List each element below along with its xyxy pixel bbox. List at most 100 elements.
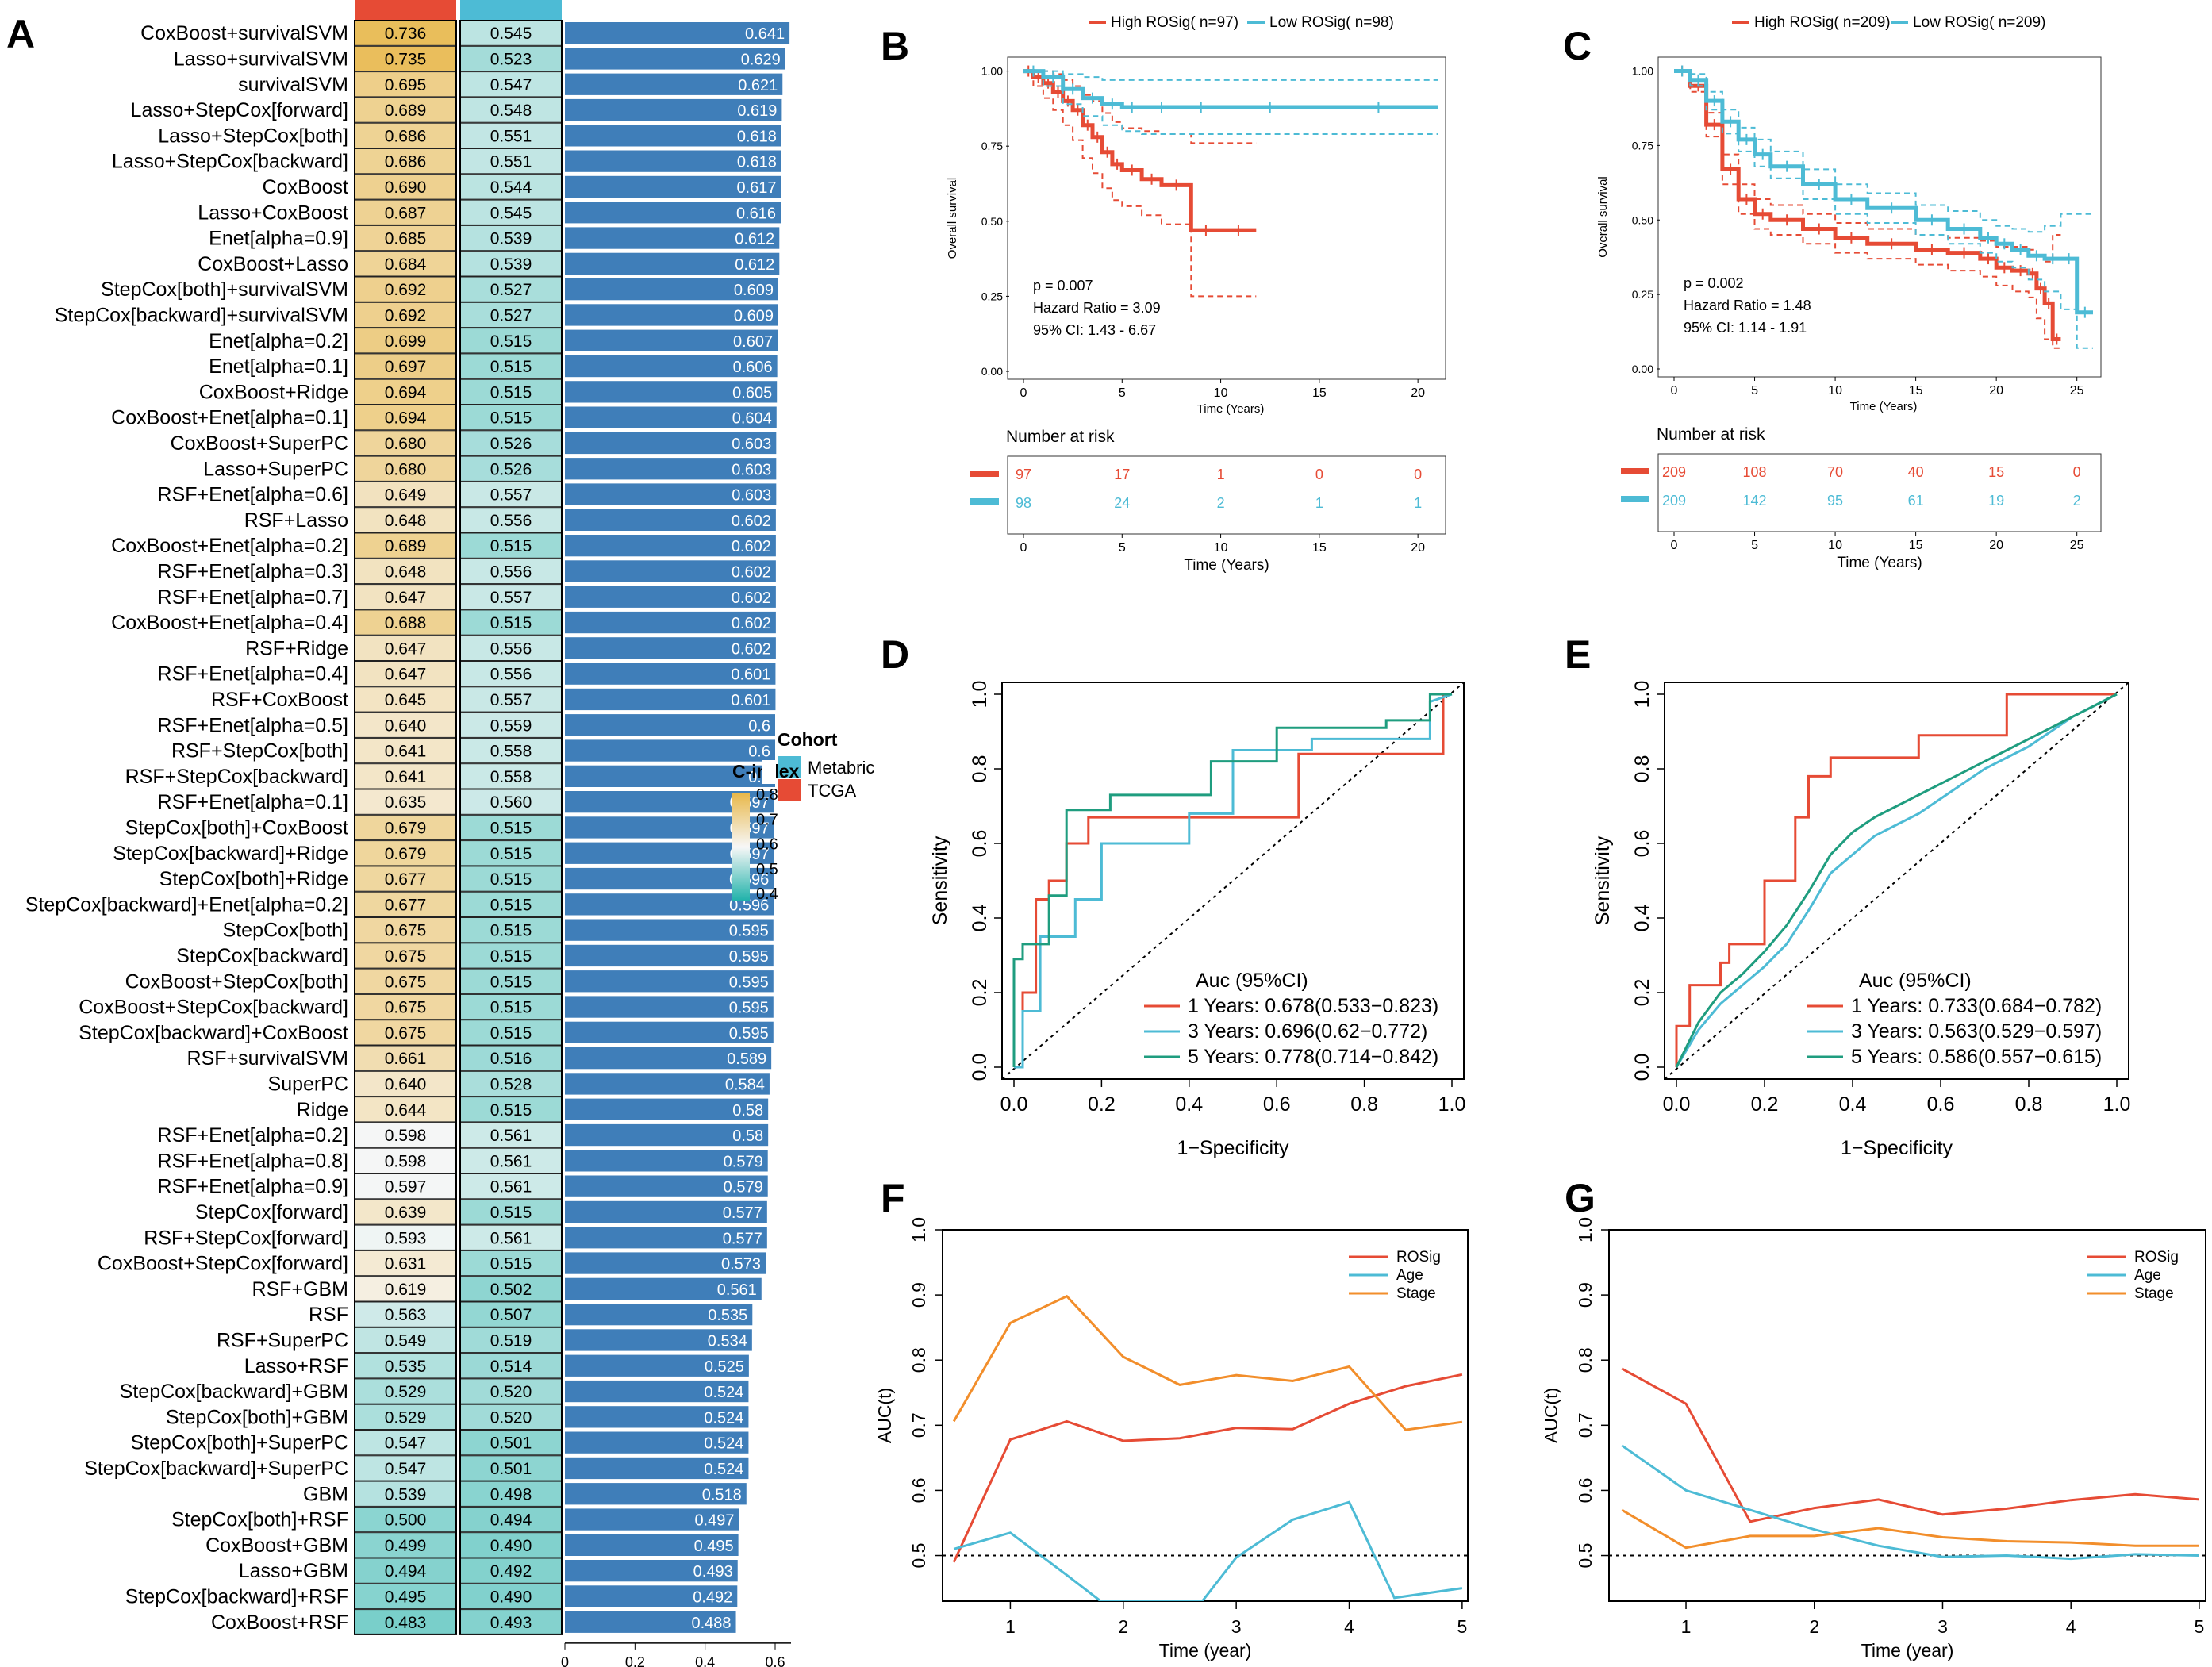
model-label: StepCox[backward]+Enet[alpha=0.2] [25,893,348,916]
mean-bar [565,1252,766,1274]
model-label: RSF+Enet[alpha=0.5] [158,714,348,736]
heatmap-cell-tcga [354,993,457,1020]
mean-bar-value: 0.488 [691,1615,731,1632]
heatmap-cell-tcga [354,763,457,789]
cell-value-tcga: 0.645 [385,691,427,709]
mean-bar-value: 0.604 [732,410,772,428]
heatmap-cell-metabric [459,891,563,917]
heatmap-cell-tcga [354,1583,457,1610]
cell-value-tcga: 0.648 [385,563,427,581]
heatmap-cell-metabric [459,943,563,969]
km-plot-frame [1657,56,2102,378]
model-label: StepCox[backward]+RSF [125,1585,348,1607]
cell-value-metabric: 0.558 [490,768,532,786]
heatmap-cell-tcga [354,353,457,379]
x-tick-label: 3 [1231,1616,1242,1637]
mean-bar [565,509,776,531]
cell-value-tcga: 0.675 [385,1024,427,1043]
mean-bar [565,406,777,428]
cell-value-metabric: 0.515 [490,973,532,991]
mean-bar-value: 0.589 [727,1051,766,1068]
cell-value-metabric: 0.515 [490,947,532,966]
cell-value-metabric: 0.516 [490,1050,532,1068]
heatmap-cell-tcga [354,943,457,969]
cell-value-metabric: 0.515 [490,845,532,863]
cell-value-tcga: 0.649 [385,486,427,505]
cell-value-metabric: 0.515 [490,922,532,940]
y-axis-label: Overall survival [1596,176,1610,258]
y-tick-label: 1.00 [981,65,1003,78]
model-label: CoxBoost+Enet[alpha=0.4] [111,612,348,634]
mean-bar-value: 0.603 [732,487,771,505]
cell-value-metabric: 0.526 [490,460,532,478]
cell-value-tcga: 0.598 [385,1152,427,1170]
risk-count-low: 209 [1662,493,1686,509]
mean-bar-value: 0.618 [737,154,777,171]
mean-bar-value: 0.58 [732,1127,763,1145]
heatmap-cell-tcga [354,558,457,585]
model-label: CoxBoost+Ridge [199,381,348,403]
cell-value-tcga: 0.598 [385,1127,427,1145]
mean-bar [565,637,776,659]
legend-label-low: Low ROSig( n=98) [1269,14,1394,31]
heatmap-cell-tcga [354,71,457,98]
mean-bar [565,432,777,455]
model-label: RSF+Enet[alpha=0.4] [158,663,348,686]
mean-bar-value: 0.605 [732,384,772,401]
mean-bar-value: 0.535 [708,1307,747,1324]
y-axis-label: AUC(t) [874,1388,895,1443]
y-tick-label: 0.6 [969,830,991,858]
heatmap-cell-metabric [459,1327,563,1354]
heatmap-cell-metabric [459,1558,563,1584]
model-label: SuperPC [268,1073,348,1095]
model-label: Lasso+StepCox[both] [158,125,348,147]
panel-label-f: F [881,1176,905,1220]
heatmap-cell-tcga [354,1250,457,1277]
auc-legend-label: Stage [1396,1285,1436,1302]
model-label: StepCox[both]+SuperPC [131,1432,348,1454]
y-tick-label: 0.2 [1631,979,1653,1007]
auc-legend-label: Age [1396,1267,1423,1284]
cell-value-tcga: 0.677 [385,870,427,889]
model-label: RSF+StepCox[both] [171,740,348,762]
risk-count-low: 1 [1414,495,1422,511]
risk-swatch-high [970,471,999,477]
y-tick-label: 1.0 [969,681,991,709]
model-label: Lasso+SuperPC [203,458,348,480]
bar-axis-tick-label: 0 [561,1654,569,1667]
risk-count-low: 142 [1743,493,1767,509]
cell-value-metabric: 0.515 [490,1204,532,1222]
roc-curve-3-years [1014,693,1453,1069]
mean-bar-value: 0.518 [702,1486,742,1504]
mean-bar-value: 0.579 [724,1179,763,1196]
heatmap-cell-tcga [354,584,457,610]
x-tick-label: 0.0 [1663,1093,1691,1116]
risk-x-tick-label: 0 [1020,541,1027,555]
cell-value-tcga: 0.631 [385,1255,427,1273]
heatmap-cell-metabric [459,635,563,662]
cell-value-metabric: 0.515 [490,358,532,376]
mean-bar [565,1277,762,1300]
x-tick-label: 5 [1457,1616,1467,1637]
auc-line-age [953,1500,1463,1601]
model-label: Lasso+survivalSVM [174,48,348,70]
model-label: StepCox[both]+RSF [171,1509,348,1531]
panel-c: C High ROSig( n=209) Low ROSig( n=209) 0.00… [1563,14,2102,571]
x-tick-label: 1.0 [2103,1093,2131,1116]
cell-value-metabric: 0.561 [490,1178,532,1196]
model-label: StepCox[backward]+survivalSVM [55,304,348,326]
model-label: StepCox[both]+CoxBoost [125,816,348,839]
heatmap-cell-metabric [459,1378,563,1404]
heatmap-cell-metabric [459,1147,563,1173]
mean-bar-value: 0.6 [748,743,770,761]
model-label: StepCox[backward]+CoxBoost [79,1022,348,1044]
model-label: RSF+Enet[alpha=0.6] [158,484,348,506]
risk-count-low: 2 [2073,493,2081,509]
cell-value-metabric: 0.492 [490,1562,532,1581]
roc-legend-label: 5 Years: 0.778(0.714−0.842) [1188,1046,1438,1068]
auc-line-stage [952,1294,1463,1431]
model-label: CoxBoost+StepCox[backward] [79,997,348,1019]
panel-label-c: C [1563,24,1592,68]
x-tick-label: 0.4 [1839,1093,1867,1116]
panel-label-b: B [881,24,909,68]
